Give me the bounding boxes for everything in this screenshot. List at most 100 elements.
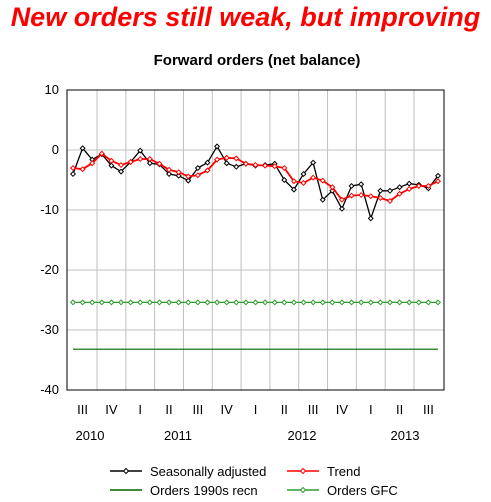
data-point-trend: [338, 196, 345, 203]
quarter-label: III: [308, 402, 319, 417]
quarter-label: IV: [105, 402, 118, 417]
data-point-trend: [300, 179, 307, 187]
y-tick-label: -20: [40, 262, 59, 277]
year-label: 2012: [288, 428, 317, 443]
data-point-orders-gfc: [338, 299, 345, 306]
quarter-label: IV: [336, 402, 349, 417]
data-point-orders-gfc: [358, 299, 365, 306]
data-point-trend: [127, 158, 134, 166]
data-point-orders-gfc: [310, 299, 317, 306]
data-point-trend: [79, 166, 86, 173]
data-point-trend: [69, 164, 77, 172]
data-point-orders-gfc: [367, 299, 374, 306]
y-tick-label: -30: [40, 322, 59, 337]
data-point-orders-gfc: [434, 299, 442, 306]
y-tick-label: -10: [40, 202, 59, 217]
data-point-orders-gfc: [415, 299, 422, 306]
data-point-seasonally-adjusted: [69, 170, 77, 178]
data-point-trend: [223, 154, 230, 161]
legend-marker-orders-gfc: [299, 486, 307, 494]
legend-label-trend: Trend: [327, 464, 360, 479]
gridlines: [67, 89, 444, 391]
legend-label-orders-gfc: Orders GFC: [327, 483, 398, 498]
legend-marker-trend: [299, 467, 307, 475]
data-point-trend: [271, 163, 278, 170]
data-point-orders-gfc: [175, 299, 182, 306]
data-point-trend: [425, 182, 432, 190]
data-point-trend: [348, 192, 355, 199]
plot-frame: [66, 89, 445, 391]
quarter-label: I: [254, 402, 258, 417]
data-point-orders-gfc: [329, 299, 336, 306]
data-point-orders-gfc: [79, 299, 86, 306]
year-label: 2010: [76, 428, 105, 443]
data-point-trend: [319, 177, 326, 184]
data-point-seasonally-adjusted: [348, 182, 355, 190]
data-point-seasonally-adjusted: [118, 168, 125, 175]
data-point-orders-gfc: [185, 299, 192, 306]
data-point-seasonally-adjusted: [79, 145, 86, 152]
data-point-orders-gfc: [194, 299, 201, 306]
data-point-seasonally-adjusted: [377, 187, 384, 194]
year-label: 2011: [164, 428, 192, 443]
data-point-seasonally-adjusted: [386, 187, 393, 194]
data-point-trend: [156, 160, 163, 167]
data-point-trend: [242, 160, 249, 167]
data-point-seasonally-adjusted: [137, 147, 144, 154]
data-point-orders-gfc: [425, 299, 432, 306]
data-point-orders-gfc: [290, 299, 297, 306]
data-point-seasonally-adjusted: [214, 143, 221, 150]
data-point-trend: [367, 193, 374, 200]
data-point-seasonally-adjusted: [108, 162, 115, 169]
data-point-orders-gfc: [252, 299, 259, 306]
data-point-seasonally-adjusted: [146, 160, 153, 167]
data-point-seasonally-adjusted: [233, 163, 240, 170]
data-point-orders-gfc: [89, 299, 96, 306]
data-point-trend: [108, 157, 115, 164]
data-point-orders-gfc: [319, 299, 326, 306]
quarter-label: III: [77, 402, 88, 417]
data-point-orders-gfc: [137, 299, 144, 306]
data-point-orders-gfc: [127, 299, 134, 306]
data-point-seasonally-adjusted: [290, 186, 297, 193]
data-point-orders-gfc: [214, 299, 221, 306]
data-point-trend: [329, 184, 336, 191]
quarter-label: III: [423, 402, 434, 417]
data-point-seasonally-adjusted: [406, 180, 413, 187]
data-point-seasonally-adjusted: [185, 177, 192, 184]
quarter-label: II: [281, 402, 288, 417]
legend-marker-seasonally-adjusted: [122, 467, 130, 475]
data-point-orders-gfc: [271, 299, 278, 306]
quarter-label: I: [138, 402, 142, 417]
y-tick-label: 10: [45, 82, 59, 97]
data-point-seasonally-adjusted: [338, 205, 345, 212]
data-point-trend: [214, 156, 221, 163]
data-point-orders-gfc: [166, 299, 173, 306]
data-point-orders-gfc: [98, 299, 105, 306]
data-point-trend: [415, 182, 422, 190]
data-point-trend: [377, 194, 384, 202]
data-point-trend: [406, 185, 413, 193]
data-point-trend: [137, 155, 144, 163]
quarter-label: II: [165, 402, 172, 417]
data-point-trend: [118, 161, 125, 169]
data-point-orders-gfc: [377, 299, 384, 306]
data-point-trend: [146, 155, 153, 163]
series-line-trend: [72, 152, 439, 202]
legend-item-orders-gfc: Orders GFC: [287, 483, 398, 498]
data-point-trend: [434, 178, 442, 185]
data-point-trend: [386, 197, 393, 205]
y-tick-label: 0: [52, 142, 59, 157]
legend-item-seasonally-adjusted: Seasonally adjusted: [110, 464, 266, 479]
data-point-orders-gfc: [262, 299, 269, 306]
data-point-trend: [358, 191, 365, 199]
data-point-trend: [396, 190, 403, 197]
data-point-seasonally-adjusted: [175, 172, 182, 179]
data-point-seasonally-adjusted: [300, 170, 307, 178]
quarter-label: I: [369, 402, 373, 417]
data-point-orders-gfc: [396, 299, 403, 306]
data-point-orders-gfc: [204, 299, 211, 306]
legend-label-orders-1990s-recn: Orders 1990s recn: [150, 483, 258, 498]
chart-title: Forward orders (net balance): [154, 52, 361, 69]
